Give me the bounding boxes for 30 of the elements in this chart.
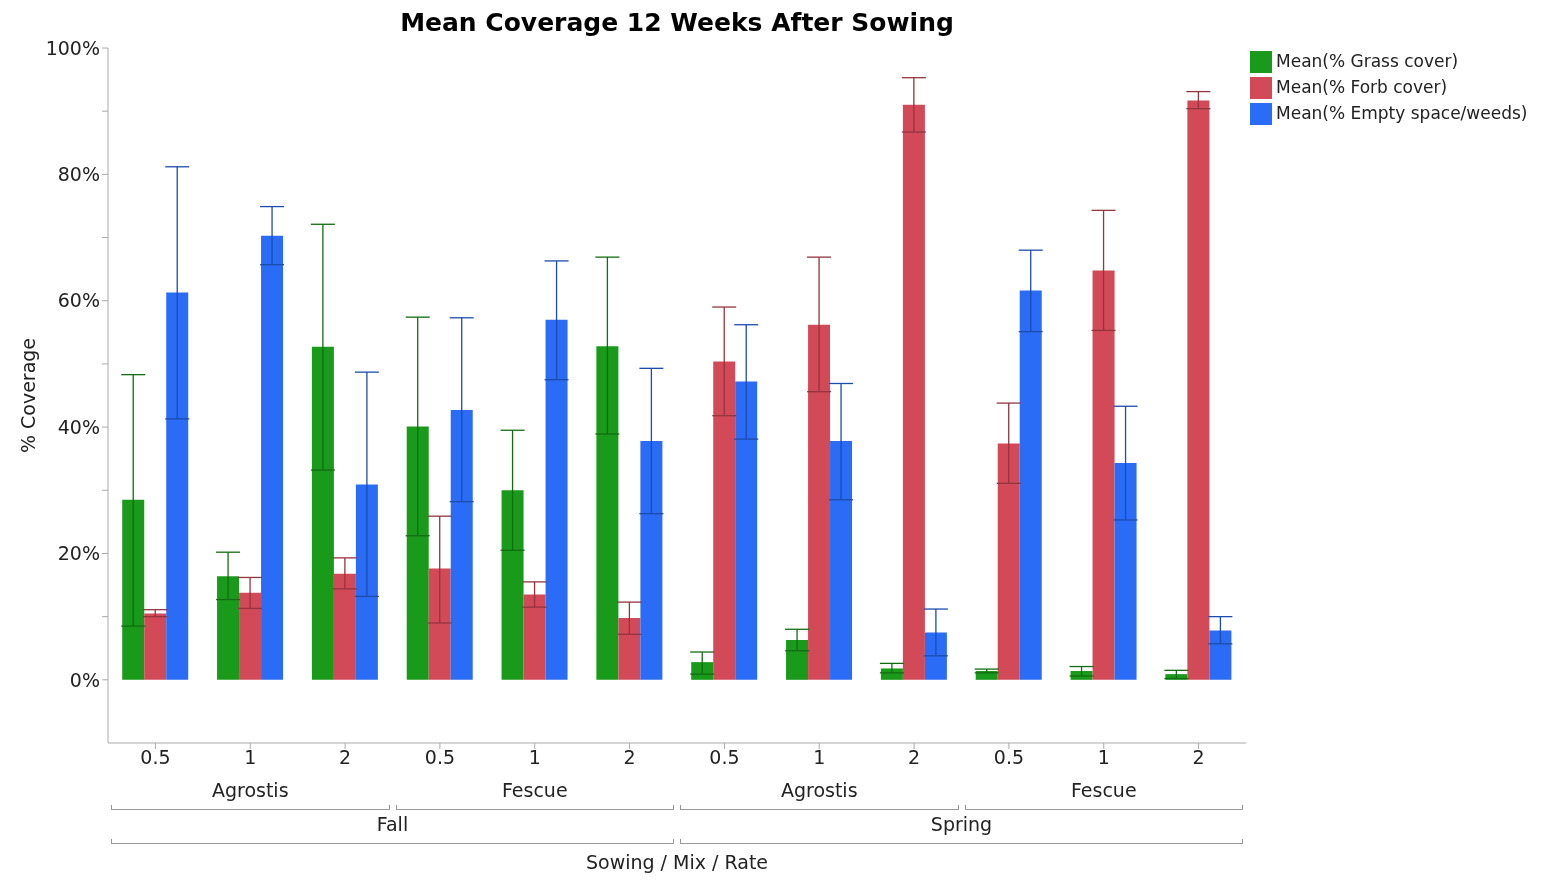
- text: Agrostis: [779, 779, 859, 801]
- x-tick-label: 1: [813, 746, 826, 769]
- x-tick-label: 2: [1192, 746, 1205, 769]
- x-tick-label: 1: [244, 746, 257, 769]
- y-tick-label: 60%: [57, 289, 100, 312]
- y-tick-label: 80%: [57, 163, 100, 186]
- x-tick-label: 0.5: [993, 746, 1025, 769]
- y-tick-label: 0%: [69, 668, 100, 691]
- y-tick-label: 100%: [45, 36, 100, 59]
- legend-label: Mean(% Grass cover): [1276, 51, 1459, 71]
- y-tick-label: 20%: [57, 542, 100, 565]
- x-tick-label: 1: [1097, 746, 1110, 769]
- chart-title: Mean Coverage 12 Weeks After Sowing: [399, 8, 955, 37]
- x-tick-label: 0.5: [140, 746, 171, 769]
- x-tick-label: 1: [528, 746, 541, 769]
- x-tick-label: 2: [623, 746, 636, 769]
- text: Fescue: [500, 779, 569, 801]
- x-tick-label: 0.5: [424, 746, 456, 769]
- x-tick-label: 0.5: [709, 746, 740, 769]
- legend-label: Mean(% Forb cover): [1276, 77, 1448, 97]
- y-tick-label: 40%: [57, 415, 100, 438]
- text: Fall: [375, 813, 410, 835]
- y-axis-title: % Coverage: [16, 337, 39, 454]
- text: Spring: [929, 813, 994, 835]
- x-tick-label: 2: [339, 746, 352, 769]
- x-axis-title: Sowing / Mix / Rate: [584, 851, 770, 873]
- x-tick-label: 2: [908, 746, 921, 769]
- text: Fescue: [1069, 779, 1138, 801]
- text: Agrostis: [210, 779, 290, 801]
- legend-label: Mean(% Empty space/weeds): [1276, 103, 1528, 123]
